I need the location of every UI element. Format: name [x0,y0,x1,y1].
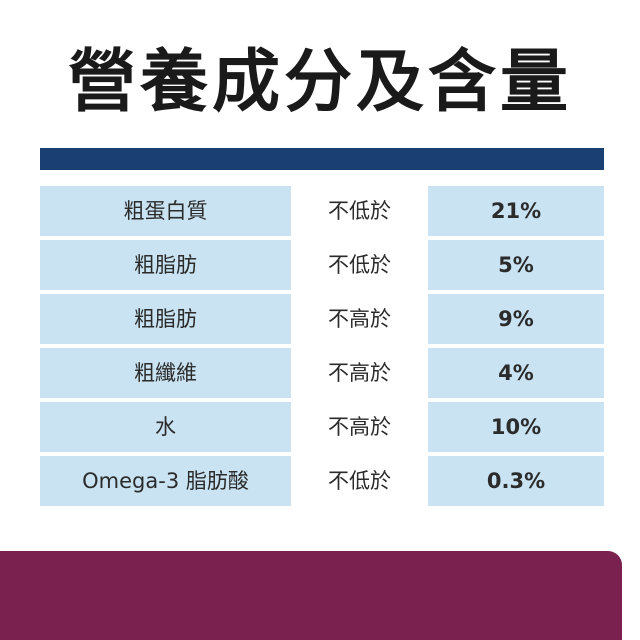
nutrient-value: 4% [428,348,604,398]
nutrient-qualifier: 不高於 [291,294,428,344]
nutrient-name: 粗脂肪 [40,240,291,290]
nutrient-name: 粗蛋白質 [40,186,291,236]
title-rule [40,148,604,170]
nutrient-name: 水 [40,402,291,452]
nutrient-name: 粗纖維 [40,348,291,398]
nutrient-value: 10% [428,402,604,452]
table-row: 粗脂肪 不低於 5% [40,240,604,290]
bottom-panel [0,551,622,640]
nutrient-value: 0.3% [428,456,604,506]
nutrient-name: 粗脂肪 [40,294,291,344]
nutrient-qualifier: 不高於 [291,402,428,452]
nutrient-value: 9% [428,294,604,344]
nutrient-qualifier: 不高於 [291,348,428,398]
nutrition-table: 粗蛋白質 不低於 21% 粗脂肪 不低於 5% 粗脂肪 不高於 9% 粗纖維 不… [40,186,604,510]
nutrient-qualifier: 不低於 [291,240,428,290]
table-row: 粗蛋白質 不低於 21% [40,186,604,236]
table-row: 水 不高於 10% [40,402,604,452]
nutrient-value: 5% [428,240,604,290]
nutrient-qualifier: 不低於 [291,186,428,236]
nutrient-qualifier: 不低於 [291,456,428,506]
nutrient-value: 21% [428,186,604,236]
nutrient-name: Omega-3 脂肪酸 [40,456,291,506]
table-row: Omega-3 脂肪酸 不低於 0.3% [40,456,604,506]
table-row: 粗纖維 不高於 4% [40,348,604,398]
table-row: 粗脂肪 不高於 9% [40,294,604,344]
page-title: 營養成分及含量 [67,43,572,122]
